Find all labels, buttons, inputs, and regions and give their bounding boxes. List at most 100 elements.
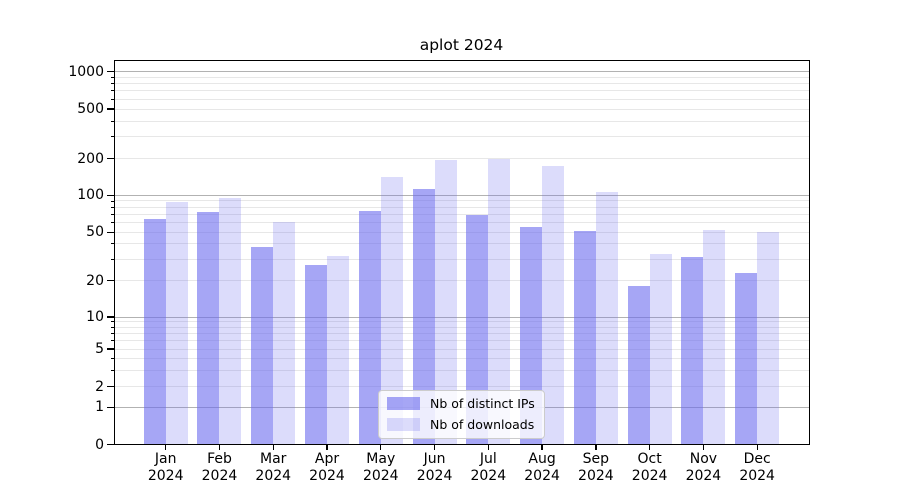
gridline-minor: [113, 136, 810, 138]
x-tick-year: 2024: [631, 467, 668, 484]
y-minor-tick-mark: [110, 333, 114, 334]
x-tick-mark: [433, 444, 436, 450]
y-tick-label: 200: [77, 150, 104, 167]
legend-swatch-downloads: [387, 418, 420, 431]
y-tick-mark: [107, 158, 114, 160]
x-tick-month: Jun: [423, 451, 446, 467]
gridline-minor: [113, 326, 810, 328]
y-tick-label: 500: [77, 101, 104, 117]
bar-downloads-oct: [649, 254, 672, 445]
gridline-major: [113, 316, 810, 318]
y-minor-tick-mark: [110, 200, 114, 202]
y-minor-tick-mark: [110, 213, 114, 215]
gridline-minor: [113, 280, 810, 282]
y-minor-tick-mark: [110, 120, 114, 122]
x-tick-year: 2024: [524, 467, 560, 484]
legend: Nb of distinct IPs Nb of downloads: [378, 390, 545, 439]
x-tick-mark: [165, 444, 167, 450]
bar-downloads-sep: [595, 191, 618, 445]
bar-distinct-ips-apr: [305, 264, 327, 445]
gridline-minor: [113, 108, 810, 110]
bar-distinct-ips-mar: [251, 246, 274, 445]
x-tick-year: 2024: [470, 467, 507, 484]
gridline-minor: [113, 200, 810, 202]
y-tick-mark: [107, 194, 114, 197]
x-tick-month: Mar: [260, 451, 287, 467]
x-tick-year: 2024: [147, 467, 184, 484]
y-tick-label: 100: [77, 187, 104, 204]
x-tick-mark: [218, 444, 221, 450]
x-tick-label-jul: Jul 2024: [456, 451, 520, 484]
x-tick-month: Aug: [528, 451, 556, 467]
x-tick-year: 2024: [201, 467, 238, 484]
y-tick-mark: [107, 406, 114, 408]
y-minor-tick-mark: [110, 206, 114, 208]
x-tick-year: 2024: [362, 467, 399, 484]
bar-downloads-apr: [327, 255, 349, 445]
y-minor-tick-mark: [110, 136, 114, 138]
y-tick-mark: [107, 280, 114, 282]
bar-distinct-ips-jan: [143, 219, 166, 445]
gridline-minor: [113, 332, 810, 334]
y-tick-mark: [107, 70, 114, 73]
gridline-minor: [113, 90, 810, 92]
bar-distinct-ips-sep: [573, 231, 596, 445]
y-tick-mark: [107, 443, 114, 446]
gridline-minor: [113, 206, 810, 208]
bar-downloads-feb: [219, 197, 242, 445]
x-tick-mark: [326, 444, 328, 450]
x-tick-label-apr: Apr 2024: [295, 451, 359, 484]
y-tick-label: 5: [95, 341, 104, 357]
x-tick-label-jun: Jun 2024: [403, 451, 467, 484]
gridline-minor: [113, 386, 810, 388]
x-tick-month: Dec: [743, 451, 771, 467]
gridline-minor: [113, 213, 810, 215]
gridline-minor: [113, 120, 810, 122]
gridline-minor: [113, 357, 810, 359]
x-tick-month: Sep: [582, 451, 610, 467]
bar-distinct-ips-nov: [681, 257, 704, 445]
y-tick-label: 1: [95, 399, 104, 416]
x-tick-month: Oct: [637, 451, 662, 467]
gridline-minor: [113, 158, 810, 160]
x-tick-month: May: [366, 451, 396, 467]
legend-item-distinct-ips: Nb of distinct IPs: [387, 395, 535, 412]
x-tick-label-dec: Dec 2024: [725, 451, 789, 484]
gridline-minor: [113, 321, 810, 323]
x-tick-month: Apr: [314, 451, 340, 467]
x-tick-mark: [595, 444, 597, 450]
chart-title: aplot 2024: [419, 36, 504, 54]
y-tick-label: 50: [86, 224, 104, 241]
gridline-minor: [113, 76, 810, 78]
y-minor-tick-mark: [110, 369, 114, 371]
x-tick-month: Jul: [479, 451, 497, 467]
y-tick-mark: [107, 108, 114, 110]
gridline-minor: [113, 243, 810, 245]
bar-downloads-jan: [165, 201, 188, 445]
y-minor-tick-mark: [110, 243, 114, 245]
y-tick-mark: [107, 386, 114, 388]
x-tick-label-nov: Nov 2024: [671, 451, 735, 484]
x-tick-month: Feb: [207, 451, 232, 467]
x-tick-year: 2024: [416, 467, 453, 484]
gridline-minor: [113, 231, 810, 233]
x-tick-label-jan: Jan 2024: [134, 451, 198, 484]
x-tick-year: 2024: [255, 467, 292, 484]
x-tick-mark: [272, 444, 274, 450]
legend-item-downloads: Nb of downloads: [387, 416, 535, 433]
y-minor-tick-mark: [110, 357, 114, 359]
x-tick-label-may: May 2024: [349, 451, 413, 484]
y-minor-tick-mark: [110, 76, 114, 78]
gridline-major: [113, 194, 810, 196]
y-minor-tick-mark: [110, 221, 114, 223]
gridline-minor: [113, 258, 810, 260]
y-minor-tick-mark: [110, 98, 114, 100]
x-tick-year: 2024: [739, 467, 775, 484]
legend-label-downloads: Nb of downloads: [430, 417, 535, 432]
y-tick-label: 10: [86, 309, 104, 325]
bar-downloads-mar: [273, 222, 296, 445]
gridline-minor: [113, 83, 810, 85]
y-minor-tick-mark: [110, 321, 114, 323]
y-minor-tick-mark: [110, 258, 114, 260]
